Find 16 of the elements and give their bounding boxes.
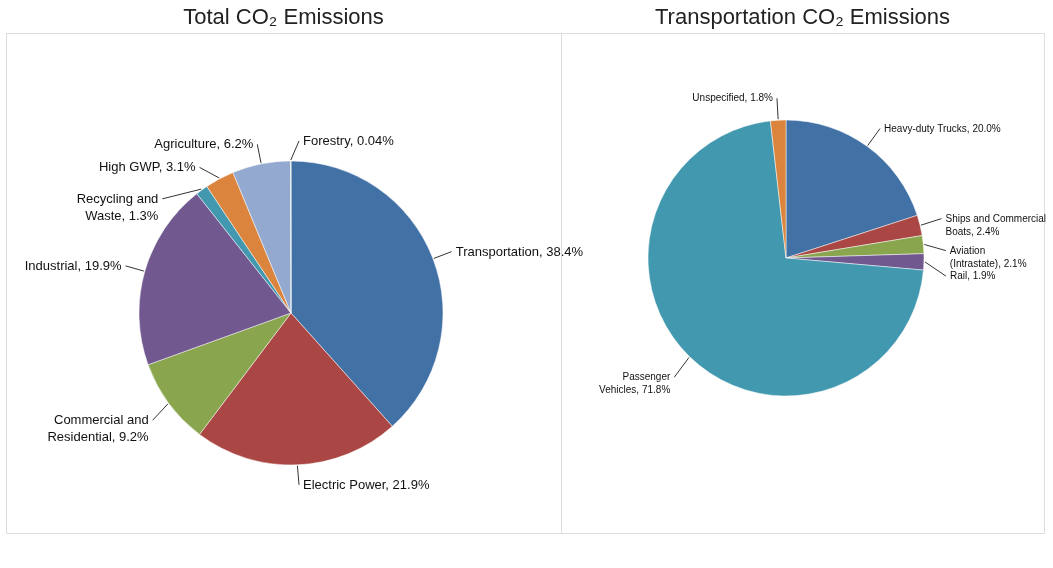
chart-title: Transportation CO₂ Emissions: [654, 4, 951, 29]
slice-label: Transportation, 38.4%: [455, 243, 584, 259]
slice-label: Rail, 1.9%: [949, 270, 996, 282]
slice-label: Recycling and Waste, 1.3%: [76, 190, 159, 223]
slice-label: Agriculture, 6.2%: [154, 136, 254, 152]
slice-label: Aviation (Intrastate), 2.1%: [949, 244, 1027, 269]
chart-title: Total CO₂ Emissions: [183, 4, 384, 29]
slice-label: Forestry, 0.04%: [303, 133, 395, 148]
slice-label: Commercial and Residential, 9.2%: [47, 412, 150, 445]
slice-label: Ships and Commercial Boats, 2.4%: [945, 212, 1047, 237]
slice-label: Industrial, 19.9%: [24, 257, 123, 273]
slice-label: Electric Power, 21.9%: [303, 476, 430, 492]
slice-label: High GWP, 3.1%: [98, 159, 196, 175]
slice-label: Heavy-duty Trucks, 20.0%: [884, 122, 1001, 134]
slice-label: Passenger Vehicles, 71.8%: [599, 371, 671, 396]
slice-label: Unspecified, 1.8%: [692, 92, 774, 104]
